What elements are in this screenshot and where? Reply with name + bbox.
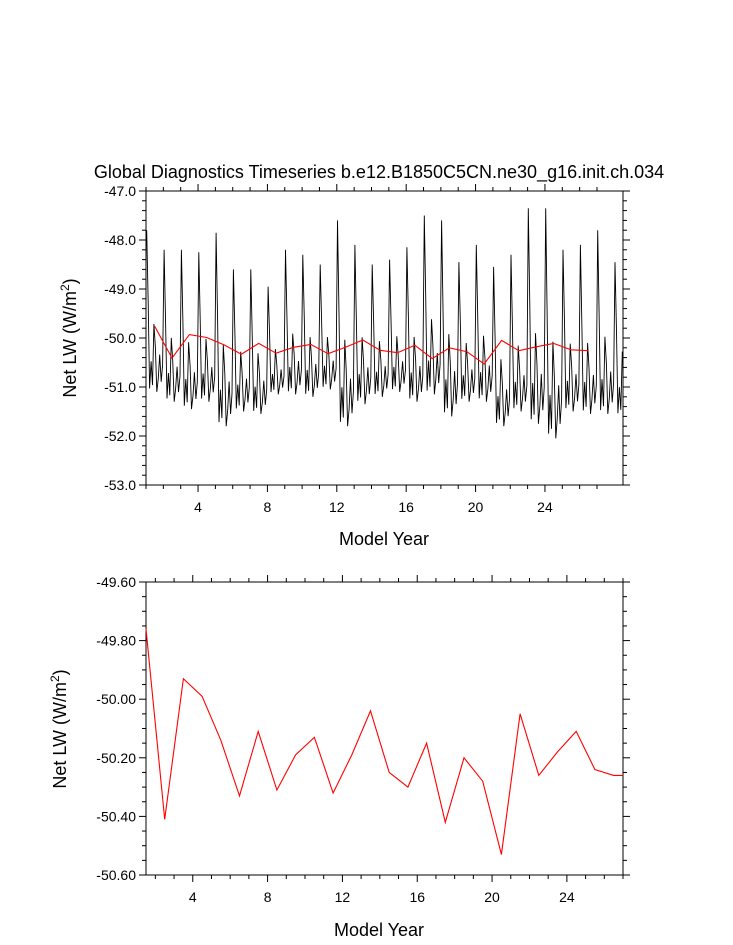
x-tick-label: 8 <box>264 499 272 515</box>
bottom-x-axis-label: Model Year <box>334 920 424 940</box>
top-y-tick-labels: -53.0 -52.0 -51.0 -50.0 -49.0 -48.0 -47.0 <box>104 183 136 493</box>
y-tick-label: -47.0 <box>104 183 136 199</box>
chart-title: Global Diagnostics Timeseries b.e12.B185… <box>94 162 664 183</box>
bottom-axis-ticks <box>139 575 630 882</box>
bottom-y-tick-labels: -50.60 -50.40 -50.20 -50.00 -49.80 -49.60 <box>96 574 136 883</box>
x-tick-label: 24 <box>559 889 575 905</box>
x-tick-label: 24 <box>537 499 553 515</box>
top-x-axis-label: Model Year <box>339 529 429 549</box>
y-tick-label: -50.0 <box>104 330 136 346</box>
top-axis-ticks <box>139 184 630 492</box>
x-tick-label: 4 <box>189 889 197 905</box>
y-tick-label: -49.0 <box>104 281 136 297</box>
y-tick-label: -50.00 <box>96 691 136 707</box>
annual-mean-series-line <box>154 325 589 365</box>
top-y-axis-label: Net LW (W/m2) <box>58 278 80 397</box>
bottom-panel: -50.60 -50.40 -50.20 -50.00 -49.80 -49.60 4 8 1… <box>48 574 630 940</box>
top-panel: -53.0 -52.0 -51.0 -50.0 -49.0 -48.0 -47.0 4 8 12… <box>58 183 630 549</box>
y-tick-label: -52.0 <box>104 428 136 444</box>
y-tick-label: -49.60 <box>96 574 136 590</box>
y-tick-label: -51.0 <box>104 379 136 395</box>
monthly-series-line <box>146 208 623 439</box>
x-tick-label: 12 <box>329 499 345 515</box>
bottom-y-axis-label: Net LW (W/m2) <box>48 669 70 788</box>
x-tick-label: 16 <box>398 499 414 515</box>
y-tick-label: -50.20 <box>96 750 136 766</box>
x-tick-label: 12 <box>335 889 351 905</box>
top-x-tick-labels: 4 8 12 16 20 24 <box>194 499 553 515</box>
x-tick-label: 8 <box>264 889 272 905</box>
y-tick-label: -50.60 <box>96 867 136 883</box>
top-series-group <box>146 208 623 439</box>
y-tick-label: -49.80 <box>96 633 136 649</box>
bottom-x-tick-labels: 4 8 12 16 20 24 <box>189 889 575 905</box>
y-tick-label: -50.40 <box>96 808 136 824</box>
x-tick-label: 16 <box>409 889 425 905</box>
x-tick-label: 20 <box>484 889 500 905</box>
bottom-plot-frame <box>145 581 624 876</box>
x-tick-label: 20 <box>468 499 484 515</box>
y-tick-label: -48.0 <box>104 232 136 248</box>
annual-mean-series-line <box>145 628 623 855</box>
bottom-series-group <box>145 628 623 855</box>
y-tick-label: -53.0 <box>104 477 136 493</box>
x-tick-label: 4 <box>194 499 202 515</box>
